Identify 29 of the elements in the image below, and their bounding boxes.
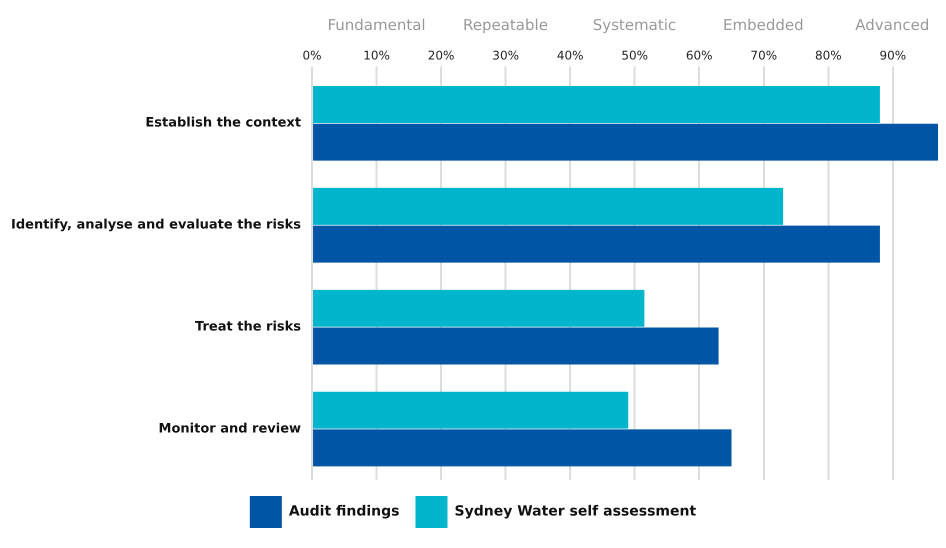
- x-tick-label: 20%: [428, 48, 454, 62]
- y-tick-label: Establish the context: [145, 116, 302, 131]
- text: Repeatable: [463, 16, 548, 34]
- bar: [313, 124, 938, 161]
- x-tick-label: 90%: [879, 48, 906, 62]
- legend-label: Sydney Water self assessment: [454, 504, 696, 520]
- x-tick-label: 40%: [556, 48, 584, 62]
- bar: [313, 290, 644, 327]
- bar: [313, 188, 784, 225]
- x-tick-label: 10%: [363, 48, 390, 62]
- bar: [313, 392, 628, 429]
- legend-label: Audit findings: [288, 504, 400, 520]
- bar: [313, 429, 732, 466]
- x-tick-label: 60%: [686, 48, 713, 62]
- x-tick-label: 70%: [750, 48, 778, 62]
- x-tick-label: 80%: [814, 48, 842, 62]
- x-tick-label: 0%: [302, 48, 322, 62]
- y-tick-label: Treat the risks: [195, 320, 302, 335]
- x-tick-label: 50%: [621, 48, 648, 62]
- y-tick-label: Identify, analyse and evaluate the risks: [10, 218, 302, 233]
- y-tick-label: Monitor and review: [158, 421, 302, 436]
- bar: [313, 328, 719, 364]
- bar: [313, 226, 880, 263]
- text: Fundamental: [327, 16, 426, 34]
- text: Embedded: [723, 16, 804, 34]
- text: Advanced: [855, 16, 930, 34]
- x-tick-label: 30%: [492, 48, 519, 62]
- bar: [313, 86, 880, 123]
- text: Systematic: [592, 16, 676, 34]
